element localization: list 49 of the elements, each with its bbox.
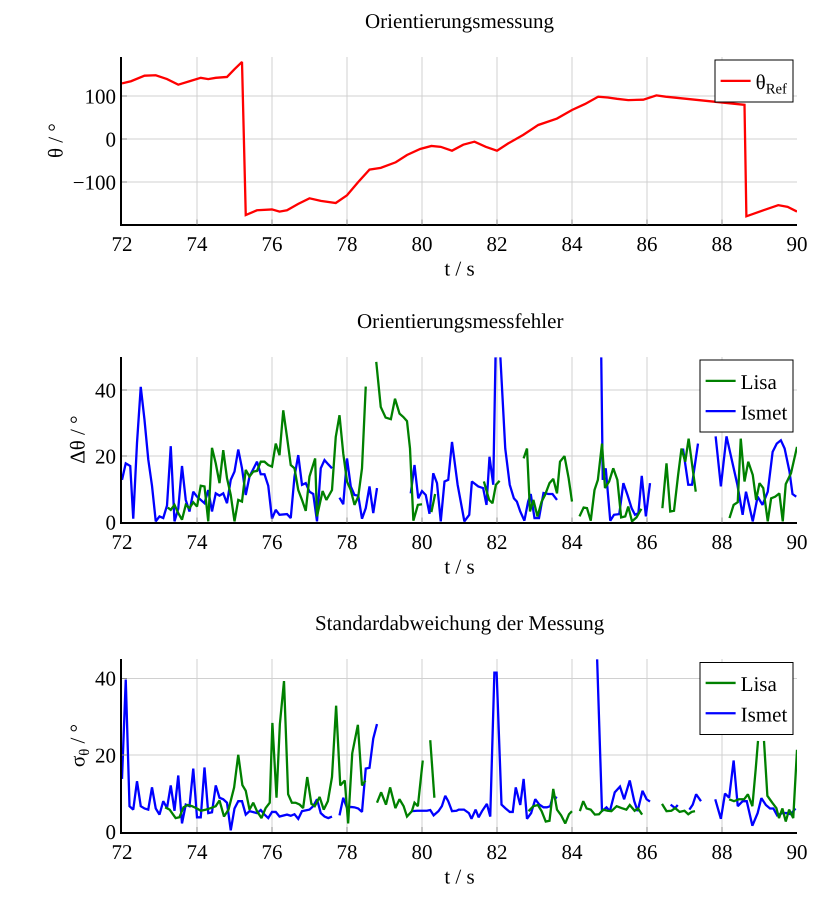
x-tick-label: 86	[636, 232, 658, 256]
legend-label: Ismet	[740, 702, 788, 726]
x-tick-label: 90	[786, 530, 808, 554]
x-axis-title: t / s	[444, 554, 475, 579]
x-tick-label: 78	[336, 840, 358, 864]
y-tick-label: 40	[95, 378, 116, 403]
x-tick-label: 78	[336, 530, 358, 554]
x-tick-label: 72	[112, 232, 132, 256]
x-tick-label: 84	[562, 840, 583, 864]
legend-label: Ismet	[740, 400, 788, 424]
x-tick-label: 88	[712, 232, 732, 256]
legend-label: Lisa	[740, 370, 778, 394]
y-tick-label: −100	[72, 170, 116, 194]
x-tick-label: 80	[412, 232, 432, 256]
y-tick-label: 20	[95, 444, 116, 468]
x-tick-label: 76	[262, 232, 282, 256]
x-tick-label: 86	[636, 840, 658, 864]
x-tick-label: 80	[412, 840, 432, 864]
x-tick-label: 82	[486, 530, 508, 554]
x-tick-label: 84	[562, 232, 583, 256]
y-axis-title: θ / °	[43, 123, 68, 158]
line-series	[122, 60, 797, 218]
x-tick-label: 74	[186, 840, 208, 864]
x-tick-label: 74	[186, 232, 208, 256]
x-tick-label: 76	[262, 530, 282, 554]
x-tick-label: 86	[636, 530, 658, 554]
x-tick-label: 74	[186, 530, 208, 554]
y-tick-label: 0	[106, 127, 116, 152]
x-axis-title: t / s	[444, 256, 475, 281]
x-tick-label: 84	[562, 530, 583, 554]
x-tick-label: 80	[412, 530, 432, 554]
x-tick-label: 82	[486, 232, 508, 256]
chart-title: Orientierungsmessung	[365, 9, 554, 33]
x-tick-label: 78	[336, 232, 358, 256]
x-axis-title: t / s	[444, 864, 475, 889]
x-tick-label: 90	[786, 840, 808, 864]
x-tick-label: 76	[262, 840, 282, 864]
legend-label: θ$_{Ref}$	[756, 70, 788, 98]
y-tick-label: 100	[84, 84, 116, 109]
chart-title: Orientierungsmessfehler	[357, 309, 564, 333]
y-tick-label: 20	[95, 743, 116, 768]
x-tick-label: 82	[486, 840, 508, 864]
x-tick-label: 88	[712, 840, 732, 864]
y-tick-label: 40	[95, 666, 116, 691]
y-axis-title: Δθ / °	[66, 415, 90, 464]
chart-title: Standardabweichung der Messung	[315, 611, 605, 635]
legend-label: Lisa	[740, 672, 778, 696]
x-tick-label: 90	[786, 232, 808, 256]
x-tick-label: 88	[712, 530, 732, 554]
